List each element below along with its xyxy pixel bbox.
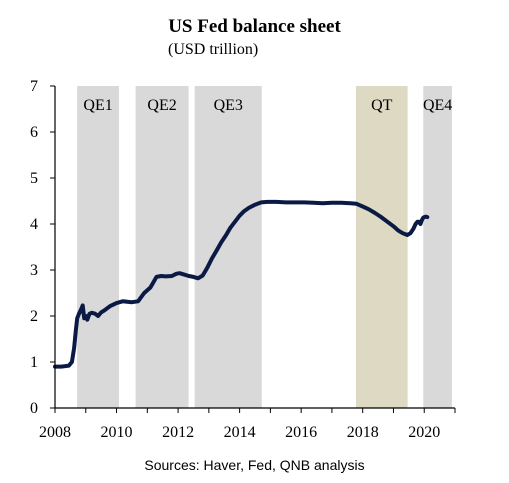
shaded-period-labels: QE1 QE2 QE3 QT QE4 <box>83 97 452 114</box>
x-tick-label: 2016 <box>285 424 317 441</box>
y-tick-label: 1 <box>30 354 38 371</box>
shaded-period-label: QE1 <box>83 97 112 114</box>
x-tick-label: 2008 <box>39 424 71 441</box>
source-note: Sources: Haver, Fed, QNB analysis <box>144 457 365 473</box>
shaded-period-label: QE2 <box>147 97 176 114</box>
x-tick-label: 2018 <box>347 424 379 441</box>
shaded-period-label: QT <box>371 97 393 114</box>
axes <box>50 85 456 413</box>
y-tick-label: 7 <box>30 78 38 95</box>
shaded-period-qe3 <box>194 86 262 408</box>
x-tick-label: 2010 <box>101 424 133 441</box>
y-tick-label: 2 <box>30 308 38 325</box>
shaded-period-label: QE3 <box>214 97 243 114</box>
shaded-period-qt <box>355 86 408 408</box>
series-line-0 <box>53 199 430 369</box>
shaded-period-label: QE4 <box>423 97 452 114</box>
chart-title: US Fed balance sheet <box>168 16 341 37</box>
chart-subtitle: (USD trillion) <box>168 41 259 58</box>
y-tick-label: 6 <box>30 124 38 141</box>
shaded-period-qe1 <box>77 86 119 408</box>
y-tick-label: 5 <box>30 170 38 187</box>
y-tick-label: 4 <box>30 216 38 233</box>
x-tick-label: 2012 <box>162 424 194 441</box>
y-tick-label: 0 <box>30 400 38 417</box>
shaded-period-qe2 <box>135 86 189 408</box>
tick-labels: 0 1 2 3 4 5 6 7 2008 2010 2012 2014 2016 2018 2020 <box>30 78 440 441</box>
x-tick-label: 2014 <box>224 424 256 441</box>
y-tick-label: 3 <box>30 262 38 279</box>
x-tick-label: 2020 <box>408 424 440 441</box>
shaded-periods <box>77 86 452 408</box>
series-lines <box>53 199 430 369</box>
shaded-period-qe4 <box>423 86 452 408</box>
